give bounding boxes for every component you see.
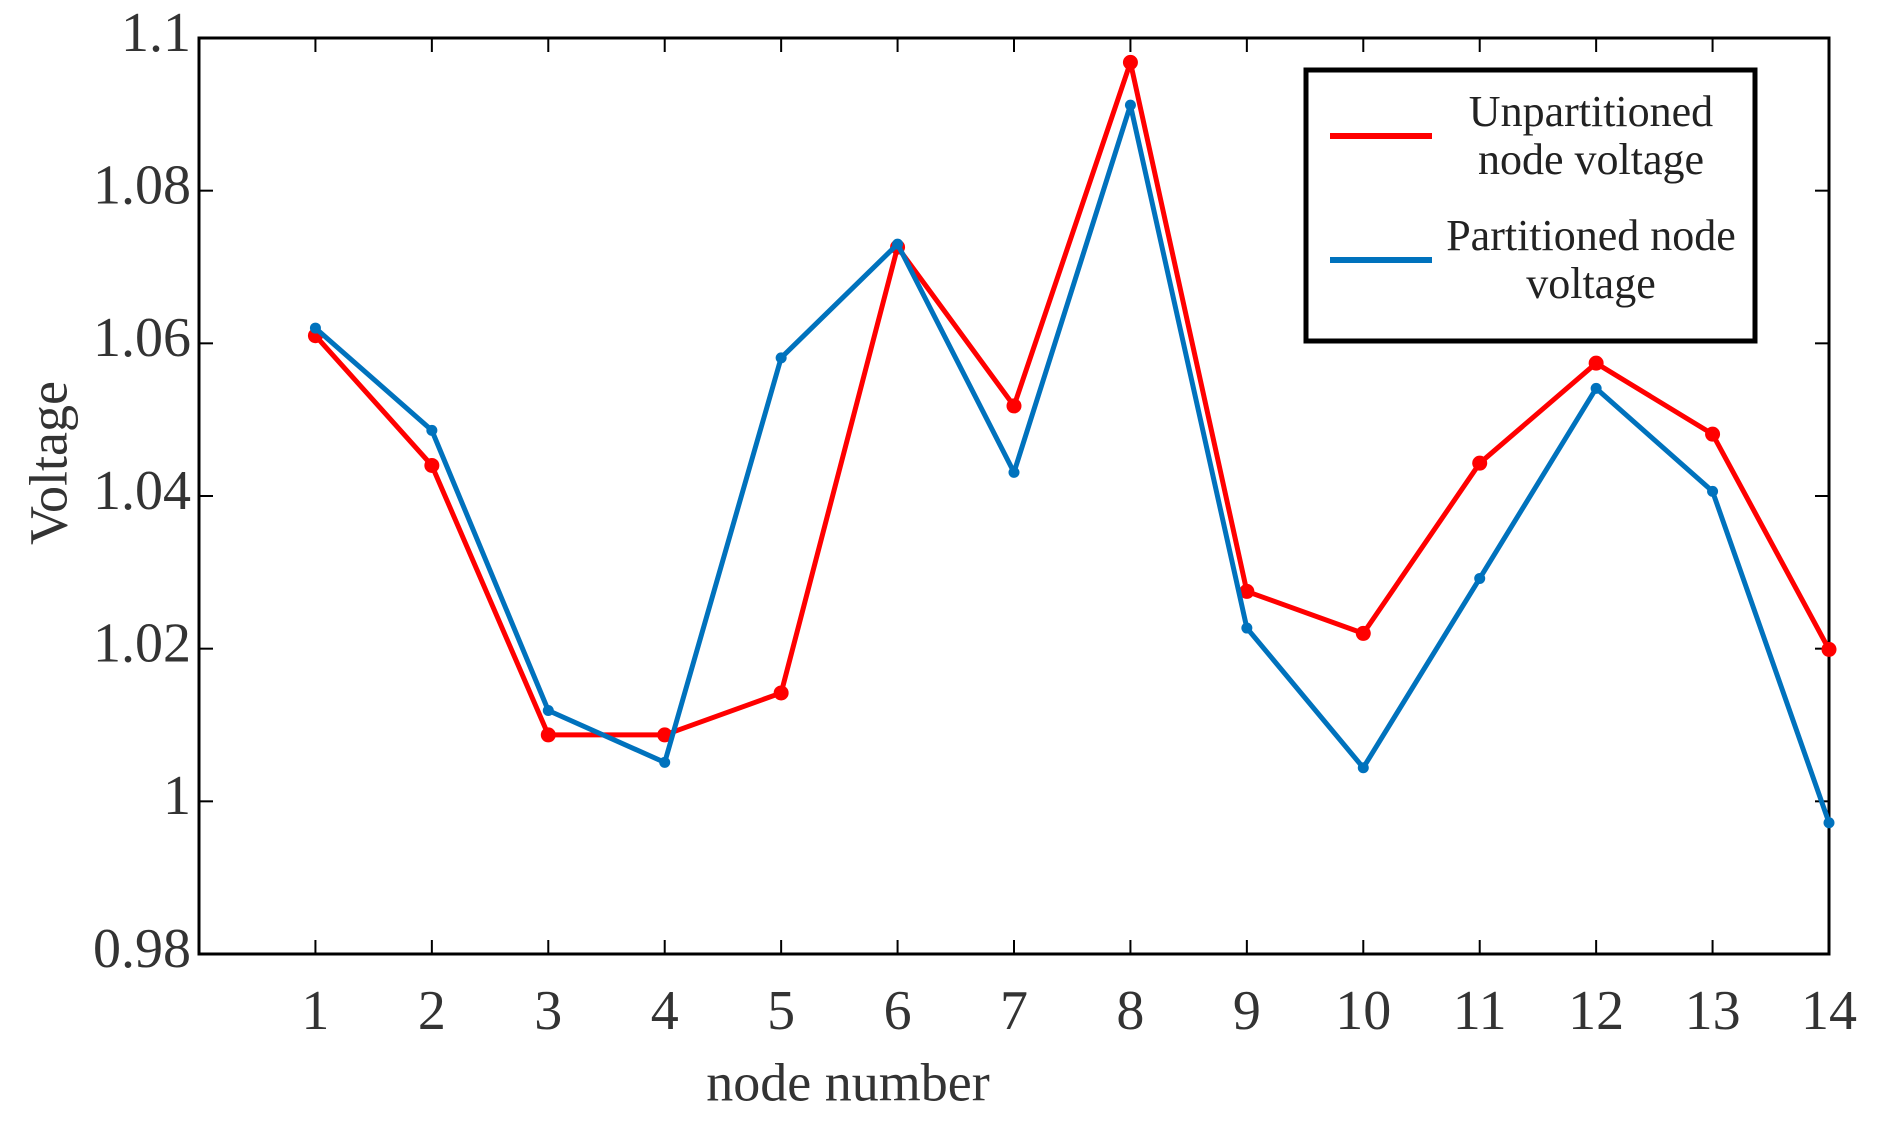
x-tick-label: 7: [1000, 980, 1028, 1042]
point-marker: [540, 727, 556, 743]
y-tick-label: 1.1: [121, 2, 191, 64]
y-tick-label: 1: [163, 765, 191, 827]
x-tick-label: 9: [1233, 980, 1261, 1042]
y-tick-label: 1.04: [93, 460, 191, 522]
y-axis-label: Voltage: [18, 381, 78, 545]
point-marker: [424, 457, 440, 473]
x-tick-label: 5: [767, 980, 795, 1042]
point-marker: [1474, 572, 1486, 584]
point-marker: [1823, 817, 1835, 829]
x-tick-label: 4: [651, 980, 679, 1042]
x-tick-label: 10: [1335, 980, 1391, 1042]
plot-frame: [197, 36, 1831, 956]
point-marker: [542, 704, 554, 716]
legend-box: [1303, 67, 1758, 344]
series-line: [313, 59, 1832, 738]
y-tick-label: 1.08: [93, 155, 191, 217]
x-tick-label: 14: [1801, 980, 1857, 1042]
point-marker: [1239, 583, 1255, 599]
point-marker: [1241, 622, 1253, 634]
x-tick-label: 2: [418, 980, 446, 1042]
series-line: [313, 102, 1832, 824]
point-marker: [1122, 54, 1138, 70]
x-axis-label: node number: [706, 1052, 989, 1112]
x-tick-label: 1: [301, 980, 329, 1042]
point-marker: [659, 756, 671, 768]
point-marker: [773, 685, 789, 701]
point-marker: [1124, 99, 1136, 111]
x-tick-label: 3: [534, 980, 562, 1042]
point-marker: [426, 424, 438, 436]
point-marker: [1355, 625, 1371, 641]
y-tick-label: 1.06: [93, 307, 191, 369]
legend-label: Partitioned node voltage: [1446, 210, 1736, 308]
point-marker: [1705, 426, 1721, 442]
point-marker: [1472, 455, 1488, 471]
x-tick-label: 12: [1568, 980, 1624, 1042]
point-marker: [1707, 485, 1719, 497]
x-tick-label: 13: [1685, 980, 1741, 1042]
point-marker: [775, 352, 787, 364]
point-marker: [1357, 762, 1369, 774]
legend-entry: Partitioned node voltage: [1446, 210, 1736, 308]
point-marker: [1008, 466, 1020, 478]
point-marker: [1821, 641, 1837, 657]
point-marker: [1006, 398, 1022, 414]
x-tick-label: 11: [1453, 980, 1507, 1042]
legend-entry: Unpartitioned node voltage: [1468, 86, 1714, 184]
point-marker: [309, 322, 321, 334]
legend-label: Unpartitioned node voltage: [1468, 86, 1714, 184]
point-marker: [1590, 382, 1602, 394]
point-marker: [892, 238, 904, 250]
y-tick-label: 1.02: [93, 613, 191, 675]
y-tick-label: 0.98: [93, 918, 191, 980]
point-marker: [1588, 355, 1604, 371]
x-tick-label: 6: [884, 980, 912, 1042]
x-tick-label: 8: [1116, 980, 1144, 1042]
point-marker: [657, 727, 673, 743]
